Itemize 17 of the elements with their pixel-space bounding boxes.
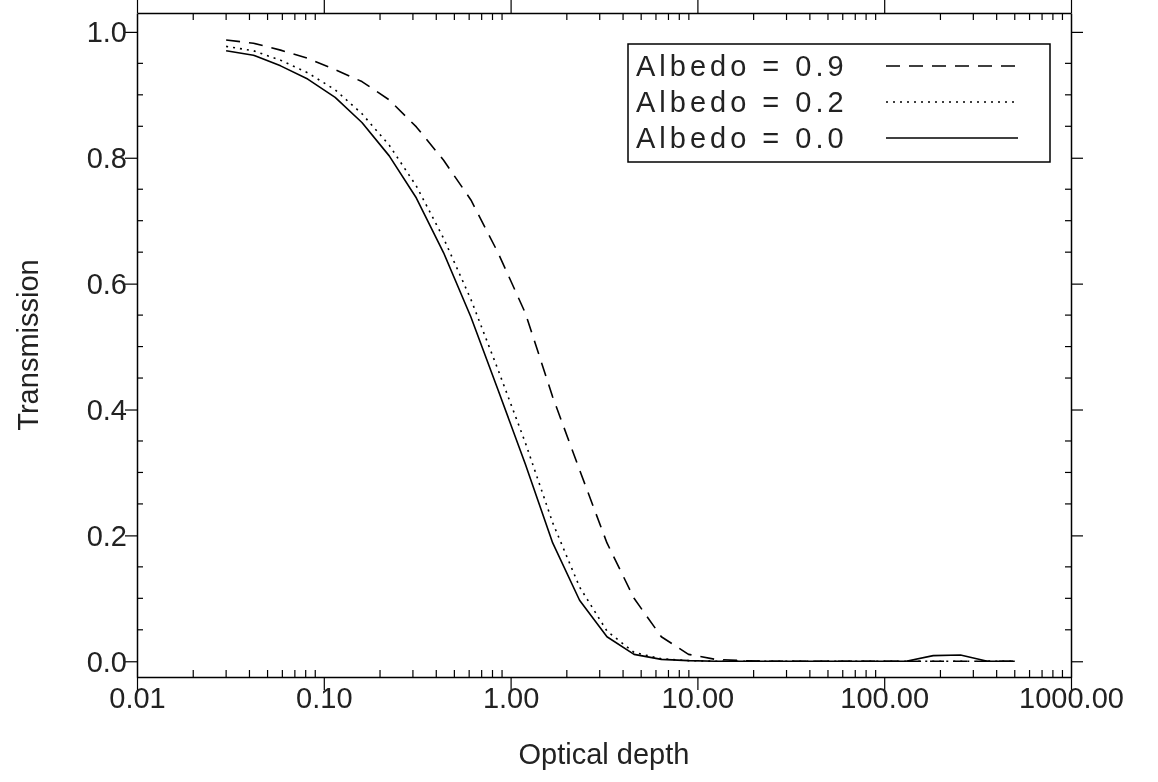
legend-label: Albedo = 0.9 xyxy=(636,50,848,82)
legend-label: Albedo = 0.0 xyxy=(636,122,848,154)
y-tick-label: 0.6 xyxy=(86,268,127,301)
x-tick-label: 1000.00 xyxy=(1019,681,1124,714)
legend-label: Albedo = 0.2 xyxy=(636,86,848,118)
y-tick-label: 0.8 xyxy=(86,142,127,175)
x-axis-title: Optical depth xyxy=(518,738,690,770)
x-tick-label: 10.00 xyxy=(661,681,735,714)
x-tick-label: 100.00 xyxy=(840,681,930,714)
x-tick-label: 1.00 xyxy=(482,681,540,714)
y-tick-label: 0.0 xyxy=(86,645,127,678)
y-tick-label: 1.0 xyxy=(86,16,127,49)
y-axis-title: Transmission xyxy=(12,259,44,431)
y-tick-label: 0.2 xyxy=(86,519,127,552)
y-tick-label: 0.4 xyxy=(86,394,127,427)
x-tick-label: 0.10 xyxy=(296,681,353,714)
x-tick-label: 0.01 xyxy=(109,681,166,714)
